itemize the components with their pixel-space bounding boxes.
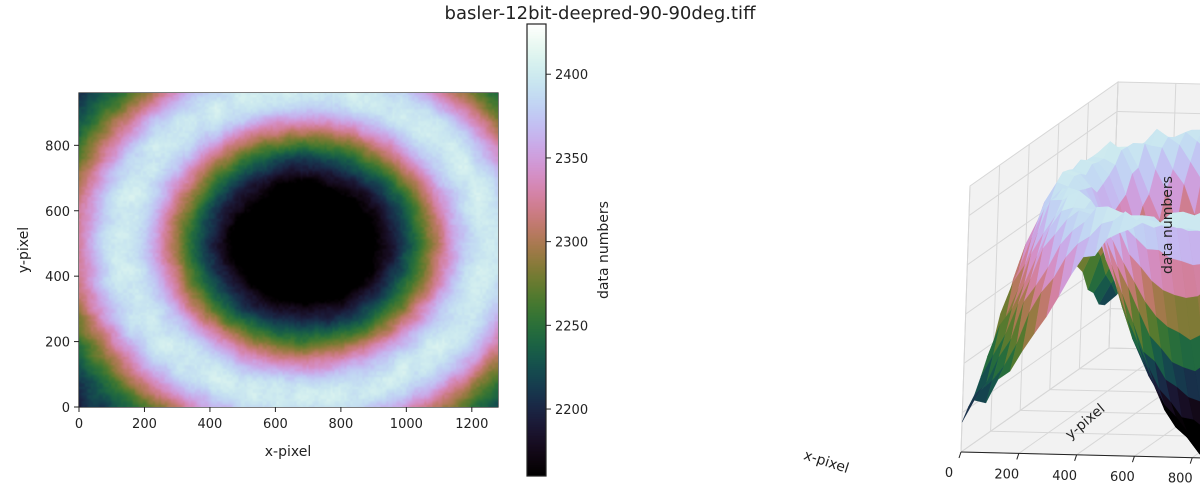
y-tick-label: 800 (45, 139, 70, 154)
colorbar-tick-label: 2200 (555, 403, 588, 418)
y-tick-label: 400 (45, 270, 70, 285)
x-axis-line (960, 451, 1200, 459)
y-tick-label: 0 (62, 401, 70, 416)
surface-x-tick-mark (1074, 454, 1078, 461)
surface-3d-axes: 0200400600800100012000200400600800100022… (802, 81, 1200, 487)
surface-facet (1193, 418, 1200, 444)
back-grid-z (1116, 111, 1200, 115)
x-axis-label: x-pixel (265, 444, 311, 460)
surface-x-tick-label: 400 (1052, 469, 1077, 484)
heatmap-axes: 0 200 400 600 800 1000 1200 0 200 400 600 800 x-pi… (16, 92, 499, 460)
x-tick-label: 1200 (455, 417, 488, 432)
surface-x-tick-mark (958, 451, 962, 459)
surface-x-tick-label: 800 (1168, 472, 1193, 487)
figure-title: basler-12bit-deepred-90-90deg.tiff (444, 3, 756, 24)
floor-grid-x (960, 347, 1110, 453)
x-tick-label: 200 (132, 417, 157, 432)
x-tick-label: 600 (263, 417, 288, 432)
surface-facet (1197, 294, 1200, 318)
colorbar-tick-label: 2250 (555, 319, 588, 334)
side-grid-y (960, 185, 971, 453)
surface-z-axis-label: data numbers (1160, 176, 1176, 274)
y-axis-label: y-pixel (16, 227, 32, 273)
floor-grid-y (1079, 368, 1200, 373)
surface-facet (1194, 367, 1200, 402)
surface-x-tick-label: 600 (1110, 470, 1135, 485)
floor-grid-y (990, 430, 1200, 437)
floor-grid-x (1134, 409, 1200, 457)
floor-grid-y (1020, 409, 1200, 416)
x-tick-label: 0 (75, 417, 83, 432)
colorbar-tick-label: 2300 (555, 236, 588, 251)
heatmap-image (79, 93, 498, 407)
x-tick-label: 400 (198, 417, 223, 432)
surface-facet (1188, 213, 1200, 232)
floor-grid-y (1049, 389, 1200, 394)
x-tick-label: 800 (328, 417, 353, 432)
surface-x-tick-mark (1189, 457, 1193, 464)
surface-x-tick-mark (1016, 453, 1020, 460)
side-grid-z (968, 111, 1118, 216)
floor-grid-x (1018, 348, 1168, 454)
colorbar-label: data numbers (596, 201, 612, 299)
y-tick-label: 600 (45, 205, 70, 220)
y-tick-label: 200 (45, 336, 70, 351)
x-tick-label: 1000 (390, 417, 423, 432)
surface-x-tick-label: 200 (994, 467, 1019, 482)
colorbar-axis: 2200 2250 2300 2350 2400 data numbers (526, 23, 612, 477)
surface-x-axis-label: x-pixel (802, 447, 851, 477)
colorbar-tick-label: 2400 (555, 68, 588, 83)
surface-x-tick-label: 0 (945, 466, 953, 481)
surface-x-tick-mark (1131, 456, 1135, 463)
surface-facet (1192, 263, 1200, 297)
colorbar (527, 24, 546, 476)
colorbar-tick-label: 2350 (555, 152, 588, 167)
